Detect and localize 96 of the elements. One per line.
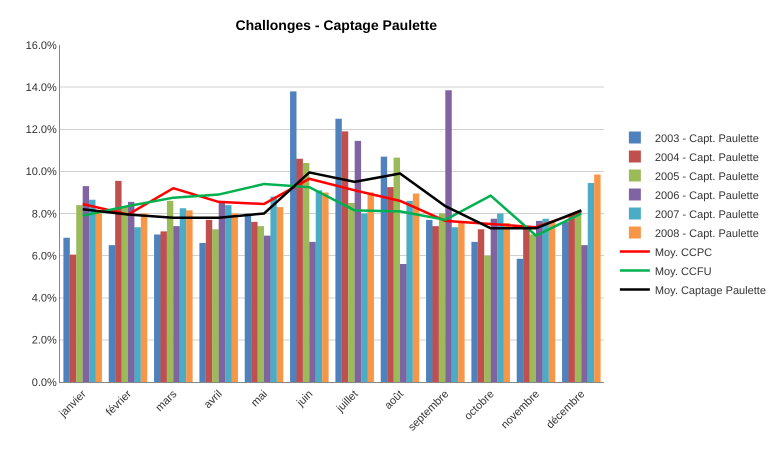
bar <box>122 207 128 382</box>
legend-label: 2008 - Capt. Paulette <box>654 228 759 240</box>
bar <box>581 245 588 382</box>
x-tick-label: avril <box>202 388 225 411</box>
y-tick-label: 12.0% <box>26 124 58 136</box>
bar <box>82 186 90 382</box>
bar <box>426 220 432 382</box>
legend-label: 2003 - Capt. Paulette <box>654 132 759 145</box>
legend-label: 2006 - Capt. Paulette <box>654 190 759 202</box>
bar <box>387 187 394 382</box>
bar <box>309 242 316 382</box>
bar <box>394 158 400 382</box>
bar <box>438 214 446 382</box>
bar <box>186 210 193 382</box>
y-tick-label: 14.0% <box>26 82 58 94</box>
bar <box>166 200 174 382</box>
bar <box>160 231 167 382</box>
bar <box>478 229 484 382</box>
bar <box>154 234 160 382</box>
bar <box>542 218 549 382</box>
bar <box>70 254 76 382</box>
bar <box>232 214 238 382</box>
bar <box>218 200 226 382</box>
bar <box>302 162 310 382</box>
bar <box>568 214 575 382</box>
bar <box>270 196 277 382</box>
bar <box>490 218 498 382</box>
bar <box>76 205 83 382</box>
bar <box>264 236 270 382</box>
legend-label: 2005 - Capt. Paulette <box>654 170 759 183</box>
bar <box>368 192 374 382</box>
bar <box>516 258 524 382</box>
bar <box>108 245 116 382</box>
y-tick-label: 4.0% <box>32 292 58 305</box>
bar <box>180 208 186 382</box>
bar <box>471 242 478 382</box>
bar <box>296 158 303 382</box>
bar <box>574 214 582 382</box>
bar <box>115 180 122 382</box>
bar <box>588 182 594 382</box>
legend-label: Moy. Captage Paulette <box>654 284 766 297</box>
bar <box>316 190 322 382</box>
x-tick-label: août <box>382 388 406 412</box>
bar <box>412 193 420 382</box>
bar <box>206 220 212 382</box>
bar <box>335 118 342 382</box>
x-tick-label: juin <box>294 388 316 410</box>
bar <box>406 200 413 382</box>
bar <box>452 227 458 382</box>
bar <box>361 214 368 382</box>
bar <box>96 214 102 382</box>
line-series <box>81 182 583 237</box>
bar <box>548 222 556 382</box>
legend-label: Moy. CCPC <box>654 246 712 259</box>
y-tick-label: 16.0% <box>26 40 58 52</box>
bar <box>348 202 355 382</box>
bar <box>244 214 252 382</box>
bar <box>63 238 70 382</box>
y-tick-label: 2.0% <box>32 334 58 347</box>
bar <box>504 222 510 382</box>
bar <box>445 90 452 382</box>
bar <box>342 131 348 382</box>
bar <box>140 214 148 382</box>
bar <box>562 222 568 382</box>
bar <box>484 256 491 382</box>
chart-title: Challonges - Captage Paulette <box>236 17 438 34</box>
bar <box>322 192 329 382</box>
legend-label: 2004 - Capt. Paulette <box>654 152 759 164</box>
bar <box>400 264 406 382</box>
bar <box>530 234 536 382</box>
bar <box>134 227 141 382</box>
bar <box>225 205 232 382</box>
bar <box>128 202 134 382</box>
bar <box>536 220 542 382</box>
bar <box>497 214 504 382</box>
bar <box>89 200 96 382</box>
bar <box>173 226 180 382</box>
bar <box>380 156 388 382</box>
bar <box>276 207 284 382</box>
y-tick-label: 0.0% <box>32 376 58 389</box>
bar <box>354 140 362 382</box>
legend-label: 2007 - Capt. Paulette <box>654 208 759 221</box>
legend-label: Moy. CCFU <box>654 266 712 278</box>
x-tick-label: mai <box>248 388 270 410</box>
bar <box>290 91 296 382</box>
bar <box>212 229 219 382</box>
bar <box>458 220 465 382</box>
bar <box>594 174 601 382</box>
bar <box>258 226 264 382</box>
y-tick-label: 8.0% <box>32 208 58 220</box>
bar <box>523 228 530 382</box>
y-tick-label: 10.0% <box>26 166 58 178</box>
bar <box>199 242 206 382</box>
y-tick-label: 6.0% <box>32 250 58 262</box>
bar <box>251 222 258 382</box>
bar <box>432 226 439 382</box>
